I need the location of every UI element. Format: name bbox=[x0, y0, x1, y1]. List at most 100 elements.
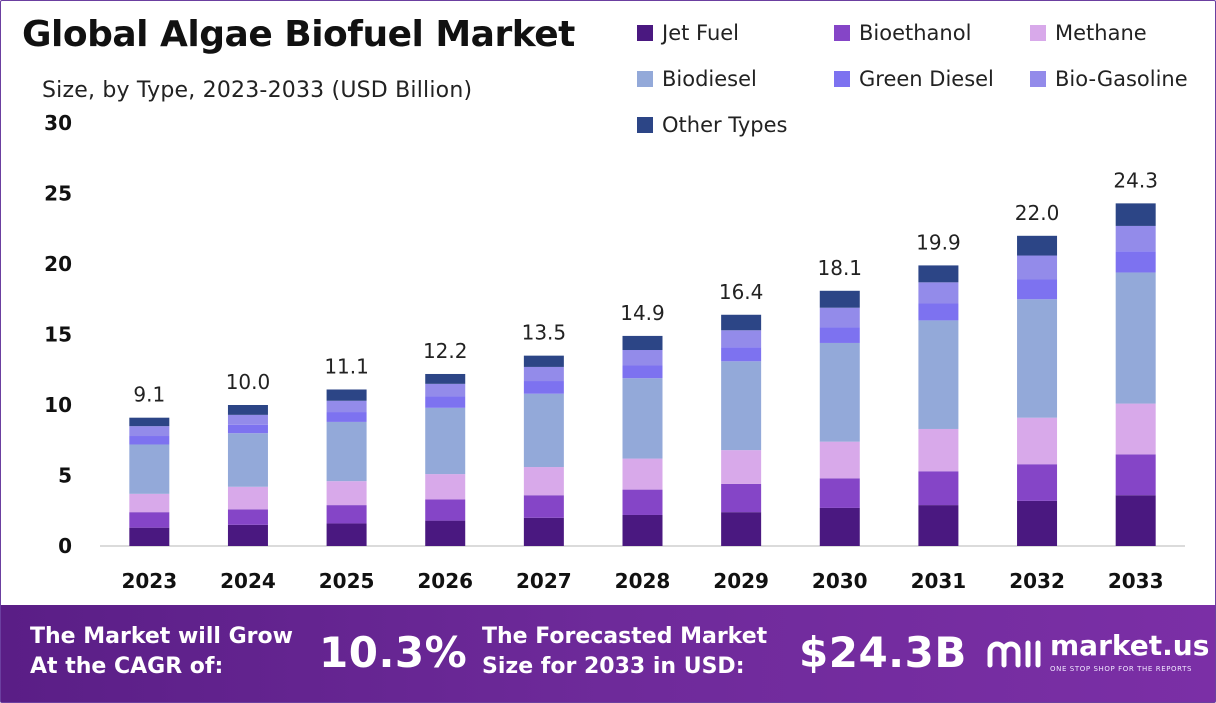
bar-segment bbox=[1115, 454, 1156, 496]
bar-segment bbox=[918, 320, 959, 429]
bar-segment bbox=[425, 383, 466, 397]
bar-total-label: 12.2 bbox=[423, 339, 468, 363]
bar-segment bbox=[622, 335, 663, 351]
legend-item-bio-gasoline: Bio-Gasoline bbox=[1030, 64, 1188, 94]
forecast-value: $24.3B bbox=[799, 628, 967, 677]
bar-total-label: 10.0 bbox=[226, 370, 271, 394]
bar-segment bbox=[819, 327, 860, 343]
bar-segment bbox=[326, 505, 367, 524]
bar-segment bbox=[129, 493, 170, 513]
legend-swatch bbox=[1030, 25, 1046, 41]
legend-item-methane: Methane bbox=[1030, 18, 1147, 48]
bar-segment bbox=[918, 303, 959, 321]
bar-segment bbox=[721, 483, 762, 513]
bar-segment bbox=[918, 505, 959, 546]
y-tick-label: 15 bbox=[44, 323, 72, 347]
bar-segment bbox=[129, 527, 170, 546]
x-tick-label: 2028 bbox=[615, 569, 671, 593]
bar-segment bbox=[425, 499, 466, 521]
bar-segment bbox=[721, 347, 762, 362]
x-tick-label: 2027 bbox=[516, 569, 572, 593]
bar-segment bbox=[819, 342, 860, 442]
bar-total-label: 14.9 bbox=[620, 301, 665, 325]
bar-segment bbox=[1115, 272, 1156, 404]
chart-subtitle: Size, by Type, 2023-2033 (USD Billion) bbox=[42, 78, 473, 103]
bar-total-label: 19.9 bbox=[916, 230, 961, 254]
bar-segment bbox=[1115, 495, 1156, 546]
brand-tagline: ONE STOP SHOP FOR THE REPORTS bbox=[1050, 665, 1193, 673]
bar-segment bbox=[227, 486, 268, 510]
bar-segment bbox=[1115, 251, 1156, 273]
legend-label: Bioethanol bbox=[859, 21, 972, 45]
bar-segment bbox=[129, 512, 170, 528]
legend-swatch bbox=[637, 25, 653, 41]
bar-segment bbox=[1017, 235, 1058, 256]
bar-segment bbox=[227, 433, 268, 487]
bar-segment bbox=[1115, 203, 1156, 226]
bar-segment bbox=[129, 426, 170, 437]
bar-segment bbox=[129, 444, 170, 494]
bar-segment bbox=[819, 290, 860, 308]
bar-segment bbox=[326, 523, 367, 546]
bar-segment bbox=[721, 512, 762, 546]
bar-total-label: 9.1 bbox=[133, 383, 165, 407]
bar-segment bbox=[918, 282, 959, 304]
x-tick-label: 2033 bbox=[1108, 569, 1164, 593]
legend-item-other-types: Other Types bbox=[637, 110, 787, 140]
brand-logo: market.us ONE STOP SHOP FOR THE REPORTS bbox=[986, 629, 1211, 679]
stacked-bar-chart: 0510152025309.1202310.0202411.1202512.22… bbox=[44, 111, 1185, 593]
legend-item-bioethanol: Bioethanol bbox=[834, 18, 971, 48]
bar-segment bbox=[1017, 255, 1058, 280]
bar-segment bbox=[622, 350, 663, 366]
x-tick-label: 2029 bbox=[713, 569, 769, 593]
bar-segment bbox=[129, 417, 170, 427]
bar-segment bbox=[721, 450, 762, 484]
bar-total-label: 13.5 bbox=[522, 321, 567, 345]
bar-segment bbox=[918, 265, 959, 283]
bar-segment bbox=[523, 355, 564, 367]
bar-segment bbox=[1017, 299, 1058, 418]
bar-segment bbox=[1017, 279, 1058, 300]
market-us-logo-icon bbox=[987, 640, 1041, 668]
bar-segment bbox=[819, 507, 860, 546]
bar-segment bbox=[523, 366, 564, 382]
legend-label: Green Diesel bbox=[859, 67, 994, 91]
x-tick-label: 2026 bbox=[417, 569, 473, 593]
x-tick-label: 2032 bbox=[1009, 569, 1065, 593]
bar-segment bbox=[227, 524, 268, 546]
bar-segment bbox=[523, 381, 564, 394]
forecast-text-line2: Size for 2033 in USD: bbox=[482, 654, 745, 679]
x-tick-label: 2030 bbox=[812, 569, 868, 593]
legend-item-jet-fuel: Jet Fuel bbox=[637, 18, 739, 48]
legend-swatch bbox=[834, 71, 850, 87]
bar-segment bbox=[721, 361, 762, 451]
legend-label: Biodiesel bbox=[662, 67, 757, 91]
chart-title: Global Algae Biofuel Market bbox=[22, 14, 575, 55]
legend-swatch bbox=[834, 25, 850, 41]
bar-segment bbox=[622, 489, 663, 515]
y-tick-label: 25 bbox=[44, 182, 72, 206]
bar-segment bbox=[425, 520, 466, 546]
bar-segment bbox=[425, 407, 466, 475]
bar-segment bbox=[326, 412, 367, 422]
bar-segment bbox=[721, 314, 762, 331]
legend: Jet Fuel Bioethanol Methane Biodiesel Gr… bbox=[637, 16, 1212, 146]
bar-segment bbox=[1115, 403, 1156, 455]
bar-segment bbox=[326, 481, 367, 506]
bar-segment bbox=[622, 365, 663, 379]
bar-segment bbox=[622, 378, 663, 459]
legend-label: Bio-Gasoline bbox=[1055, 67, 1188, 91]
bar-segment bbox=[523, 467, 564, 496]
cagr-value: 10.3% bbox=[319, 628, 468, 677]
y-tick-label: 5 bbox=[58, 464, 72, 488]
legend-swatch bbox=[637, 71, 653, 87]
bar-segment bbox=[326, 400, 367, 413]
bar-segment bbox=[819, 478, 860, 508]
bar-segment bbox=[918, 428, 959, 472]
bar-segment bbox=[918, 471, 959, 506]
bar-segment bbox=[819, 307, 860, 328]
bar-segment bbox=[1115, 225, 1156, 252]
bar-segment bbox=[1017, 500, 1058, 546]
bar-segment bbox=[819, 441, 860, 479]
bar-segment bbox=[1017, 417, 1058, 465]
